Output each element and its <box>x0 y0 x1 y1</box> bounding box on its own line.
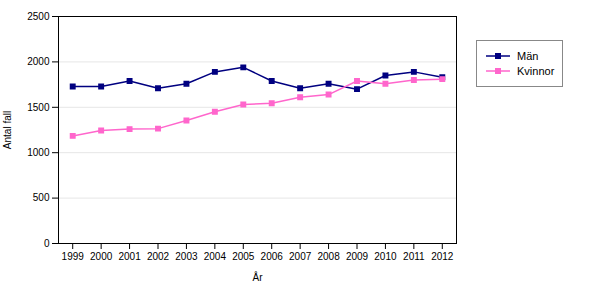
svg-text:0: 0 <box>44 238 50 249</box>
svg-text:År: År <box>253 271 264 283</box>
svg-text:1500: 1500 <box>27 102 50 113</box>
svg-text:2000: 2000 <box>27 56 50 67</box>
svg-text:500: 500 <box>33 192 50 203</box>
svg-text:2012: 2012 <box>431 251 454 262</box>
svg-text:2002: 2002 <box>147 251 170 262</box>
svg-text:2005: 2005 <box>232 251 255 262</box>
svg-text:2011: 2011 <box>403 251 425 262</box>
svg-text:2006: 2006 <box>261 251 284 262</box>
svg-text:2001: 2001 <box>118 251 141 262</box>
svg-text:2007: 2007 <box>289 251 312 262</box>
svg-text:2009: 2009 <box>346 251 369 262</box>
svg-text:2008: 2008 <box>317 251 340 262</box>
svg-text:2004: 2004 <box>204 251 227 262</box>
svg-text:1999: 1999 <box>62 251 85 262</box>
svg-text:2010: 2010 <box>374 251 397 262</box>
html-text:Kvinnor: Kvinnor <box>517 65 555 77</box>
html-text:Män: Män <box>517 50 539 62</box>
svg-text:1000: 1000 <box>27 147 50 158</box>
svg-text:2003: 2003 <box>175 251 198 262</box>
svg-text:2000: 2000 <box>90 251 113 262</box>
svg-text:2500: 2500 <box>27 11 50 22</box>
svg-text:Antal fall: Antal fall <box>2 111 13 149</box>
